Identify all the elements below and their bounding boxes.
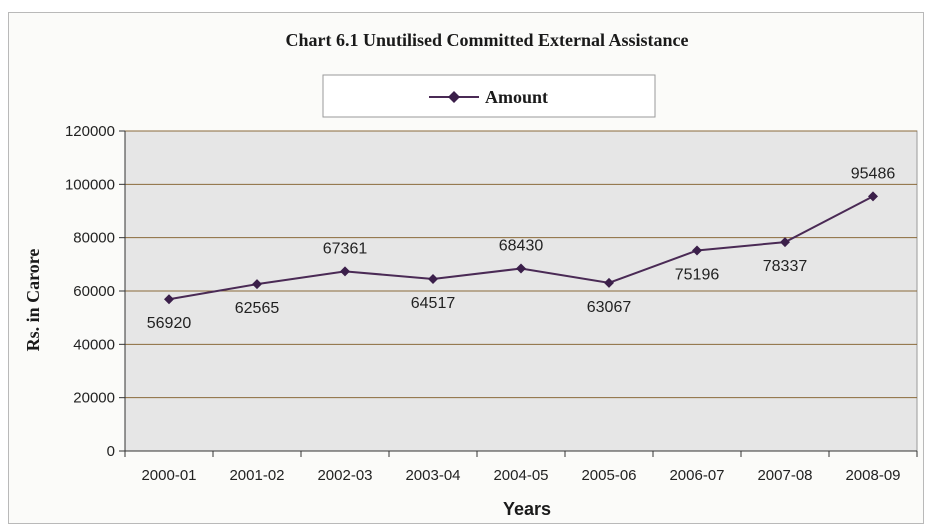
x-tick-label: 2005-06 (581, 467, 636, 484)
data-point-marker (516, 263, 526, 274)
y-tick-label: 40000 (73, 336, 115, 353)
data-point-marker (692, 245, 702, 256)
chart-title: Chart 6.1 Unutilised Committed External … (286, 30, 689, 50)
data-label: 68430 (499, 238, 544, 255)
y-tick-label: 120000 (65, 123, 115, 140)
y-tick-label: 100000 (65, 176, 115, 193)
x-axis-title: Years (503, 499, 551, 519)
x-tick-label: 2006-07 (669, 467, 724, 484)
data-label: 64517 (411, 295, 456, 312)
legend-label: Amount (485, 87, 548, 107)
x-tick-label: 2008-09 (845, 467, 900, 484)
plot-area: 0 20000 40000 60000 80000 100000 120000 2000-01… (65, 123, 918, 484)
data-label: 56920 (147, 315, 192, 332)
x-tick-label: 2001-02 (229, 467, 284, 484)
data-label: 95486 (851, 165, 896, 182)
y-tick-label: 20000 (73, 390, 115, 407)
legend-marker-icon (448, 91, 460, 103)
data-point-marker (604, 277, 614, 288)
x-tick-label: 2002-03 (317, 467, 372, 484)
legend: Amount (322, 74, 656, 118)
y-axis-title: Rs. in Carore (23, 249, 43, 352)
legend-box (322, 74, 656, 118)
y-tick-label: 80000 (73, 230, 115, 247)
x-tick-label: 2007-08 (757, 467, 812, 484)
data-point-marker (164, 294, 174, 305)
data-point-marker (780, 237, 790, 248)
chart-frame: Chart 6.1 Unutilised Committed External … (8, 12, 924, 524)
data-label: 67361 (323, 240, 368, 257)
y-tick-label: 60000 (73, 283, 115, 300)
data-point-marker (868, 191, 878, 202)
data-label: 62565 (235, 300, 280, 317)
y-tick-label: 0 (107, 443, 115, 460)
x-tick-label: 2003-04 (405, 467, 460, 484)
data-label: 78337 (763, 258, 808, 275)
data-point-marker (340, 266, 350, 277)
data-label: 75196 (675, 266, 720, 283)
x-tick-label: 2004-05 (493, 467, 548, 484)
data-point-marker (428, 273, 438, 284)
x-tick-label: 2000-01 (141, 467, 196, 484)
data-label: 63067 (587, 299, 632, 316)
line-chart: Chart 6.1 Unutilised Committed External … (23, 30, 918, 519)
data-point-marker (252, 279, 262, 290)
